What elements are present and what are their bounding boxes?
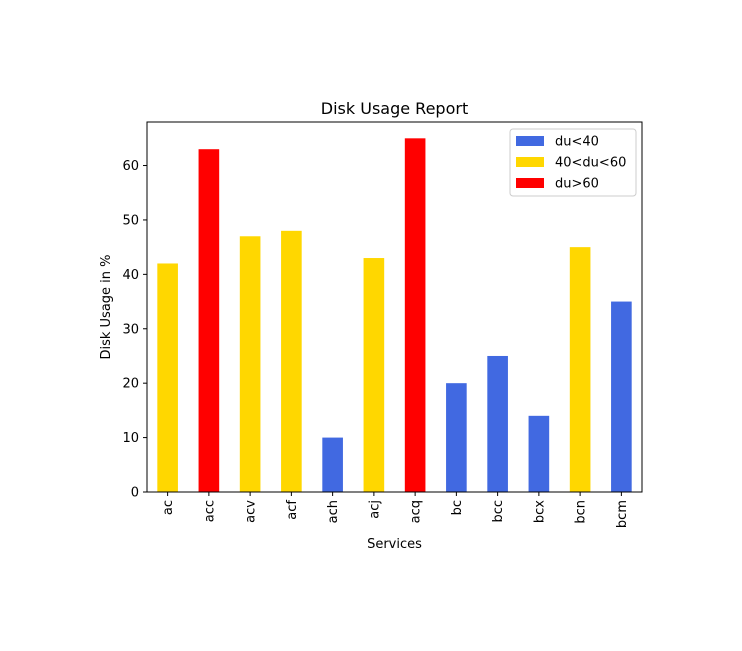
x-axis-ticks: ac acc acv acf ach acj acq bc bcc bcx bcn bcm [161,492,630,528]
bar-bcn [569,247,591,492]
chart-title: Disk Usage Report [321,99,468,118]
legend-swatch-mid [516,157,544,167]
x-tick-label-bcc: bcc [491,500,506,523]
bar-bcc [487,355,508,492]
x-tick-label-bcn: bcn [574,500,589,524]
bar-bcm [611,301,632,492]
bar-acq [404,138,426,492]
x-tick-label-acq: acq [409,500,424,523]
legend: du<40 40<du<60 du>60 [509,128,637,197]
x-axis-label: Services [367,537,422,552]
x-tick-label-ach: ach [326,500,341,523]
x-tick-label-acf: acf [285,500,300,520]
y-axis-ticks: 0 10 20 30 40 50 60 [122,159,147,501]
y-tick-label: 0 [131,486,139,501]
legend-label-mid: 40<du<60 [555,156,626,171]
bar-acc [198,149,220,493]
x-tick-label-bcm: bcm [615,500,630,528]
bar-bc [446,383,467,492]
x-tick-label-bc: bc [450,500,465,515]
bar-acv [239,236,261,492]
bar-bcx [528,415,550,492]
x-tick-label-acc: acc [202,500,217,522]
legend-swatch-high [516,178,544,188]
bar-acf [281,230,302,492]
x-tick-label-acv: acv [244,500,259,523]
legend-label-low: du<40 [555,135,599,150]
legend-swatch-low [516,136,544,146]
bar-acj [363,258,385,492]
y-axis-label: Disk Usage in % [99,254,114,359]
y-tick-label: 40 [122,268,139,283]
y-tick-label: 50 [122,213,139,228]
y-tick-label: 10 [122,431,139,446]
x-tick-label-ac: ac [161,500,176,515]
y-tick-label: 60 [122,159,139,174]
x-tick-label-bcx: bcx [532,500,547,523]
legend-label-high: du>60 [555,177,599,192]
bar-ac [157,263,178,492]
bars-group [157,138,632,493]
y-tick-label: 30 [122,322,139,337]
bar-ach [322,437,343,492]
x-tick-label-acj: acj [367,500,382,519]
plot-frame [146,121,643,493]
y-tick-label: 20 [122,377,139,392]
